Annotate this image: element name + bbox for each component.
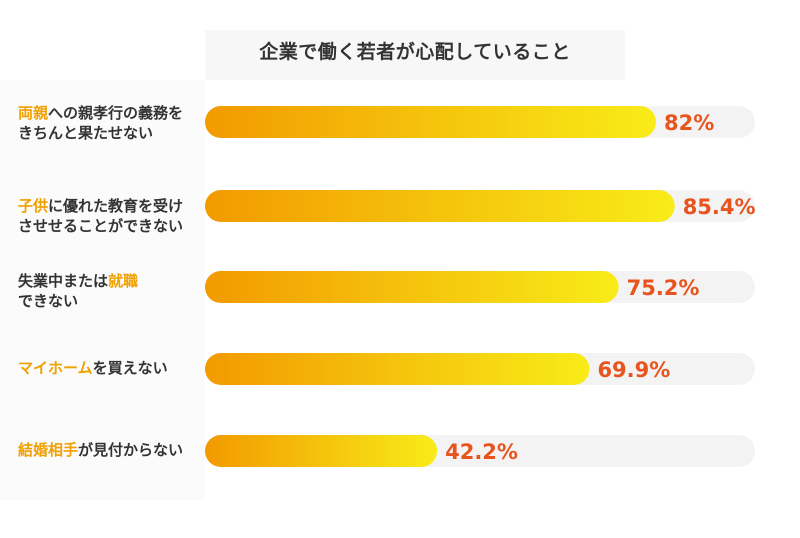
chart-title: 企業で働く若者が心配していること — [259, 41, 571, 63]
label-text: させせることができない — [18, 217, 184, 235]
label-highlight: 両親 — [18, 104, 49, 122]
bar — [205, 271, 619, 303]
data-label: 42.2% — [445, 440, 518, 464]
label-text: できない — [18, 292, 79, 310]
bar — [205, 190, 675, 222]
category-label: 子供に優れた教育を受けさせせることができない — [18, 196, 208, 236]
label-text: に優れた教育を受け — [48, 197, 184, 215]
title-background — [205, 30, 625, 80]
label-highlight: 子供 — [18, 197, 49, 215]
label-highlight: 就職 — [108, 272, 139, 290]
bar — [205, 435, 438, 467]
data-label: 69.9% — [597, 358, 670, 382]
label-highlight: 結婚相手 — [18, 441, 79, 459]
category-label: 失業中または就職できない — [18, 271, 208, 311]
label-text: を買えない — [92, 359, 168, 377]
data-label: 82% — [664, 111, 714, 135]
label-text: きちんと果たせない — [18, 124, 154, 142]
category-label: 両親への親孝行の義務をきちんと果たせない — [18, 103, 208, 143]
bar — [205, 106, 656, 138]
label-column-background — [0, 80, 205, 500]
label-text: への親孝行の義務を — [48, 104, 184, 122]
label-text: が見付からない — [78, 441, 184, 459]
label-highlight: マイホーム — [18, 359, 93, 377]
data-label: 85.4% — [683, 195, 756, 219]
category-label: 結婚相手が見付からない — [18, 440, 208, 460]
label-text: 失業中または — [18, 272, 109, 290]
data-label: 75.2% — [627, 276, 700, 300]
category-label: マイホームを買えない — [18, 358, 208, 378]
bar — [205, 353, 590, 385]
